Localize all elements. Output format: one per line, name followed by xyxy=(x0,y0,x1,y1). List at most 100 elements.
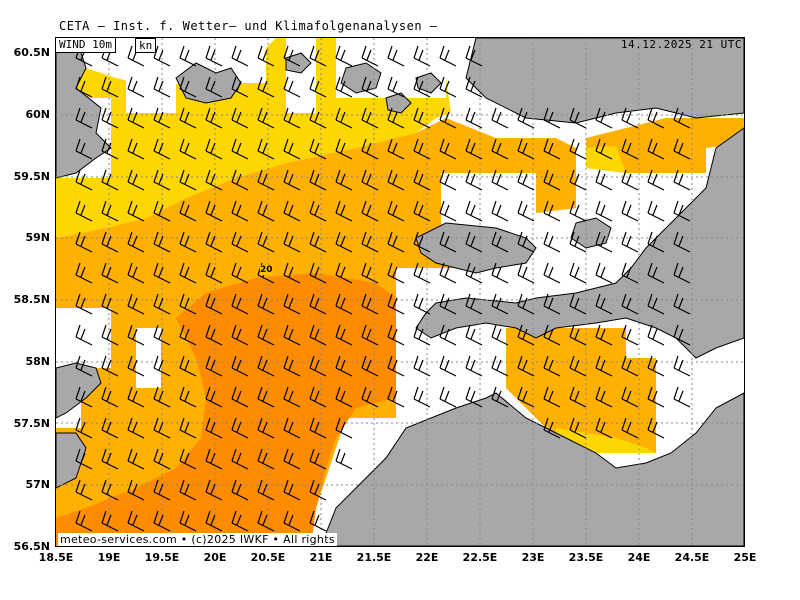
wind-barb xyxy=(127,448,145,470)
wind-barb xyxy=(465,138,483,160)
wind-barb xyxy=(179,45,197,67)
wind-barb xyxy=(231,417,249,439)
wind-barb xyxy=(257,355,275,377)
wind-barb xyxy=(569,107,587,129)
wind-barb xyxy=(179,324,197,346)
wind-barb xyxy=(205,324,223,346)
lon-label: 25E xyxy=(733,551,757,564)
contour-label: 20 xyxy=(260,265,273,275)
wind-barb xyxy=(335,138,353,160)
wind-barb xyxy=(439,107,457,129)
wind-barb xyxy=(127,479,145,501)
wind-barb xyxy=(387,231,405,253)
wind-barb xyxy=(673,324,691,346)
wind-barb xyxy=(491,138,509,160)
wind-barb xyxy=(153,262,171,284)
wind-barb xyxy=(75,231,93,253)
wind-barb xyxy=(543,231,561,253)
wind-barb xyxy=(283,45,301,67)
wind-barb xyxy=(517,293,535,315)
wind-barb xyxy=(205,510,223,532)
wind-barb xyxy=(595,138,613,160)
wind-barb xyxy=(569,231,587,253)
wind-barb xyxy=(543,417,561,439)
wind-barb xyxy=(621,386,639,408)
wind-barb xyxy=(673,138,691,160)
wind-barb xyxy=(335,386,353,408)
wind-barb xyxy=(335,448,353,470)
wind-barb xyxy=(101,169,119,191)
lon-label: 21.5E xyxy=(356,551,392,564)
wind-barb xyxy=(361,107,379,129)
wind-barb xyxy=(361,200,379,222)
wind-barb xyxy=(231,262,249,284)
archipelago-1 xyxy=(340,62,382,94)
wind-barb xyxy=(491,169,509,191)
wind-barb xyxy=(647,355,665,377)
wind-barb xyxy=(491,262,509,284)
wind-barb xyxy=(569,169,587,191)
wind-barb xyxy=(439,262,457,284)
wind-barb xyxy=(335,262,353,284)
wind-barb xyxy=(595,231,613,253)
wind-barb xyxy=(309,45,327,67)
wind-barb xyxy=(569,200,587,222)
wind-barb xyxy=(205,200,223,222)
wind-barb xyxy=(101,262,119,284)
wind-barb xyxy=(257,448,275,470)
wind-barb xyxy=(257,479,275,501)
wind-barb xyxy=(569,138,587,160)
wind-barb xyxy=(439,386,457,408)
wind-barb xyxy=(205,448,223,470)
wind-barbs xyxy=(75,45,691,532)
wind-barb xyxy=(569,417,587,439)
wind-barb xyxy=(569,386,587,408)
wind-barb xyxy=(309,107,327,129)
wind-barb xyxy=(595,324,613,346)
wind-barb xyxy=(439,355,457,377)
wind-barb xyxy=(179,200,197,222)
wind-barb xyxy=(465,262,483,284)
wind-barb xyxy=(491,293,509,315)
wind-barb xyxy=(101,107,119,129)
wind-barb xyxy=(413,169,431,191)
wind-barb xyxy=(283,448,301,470)
wind-barb xyxy=(517,200,535,222)
wind-barb xyxy=(387,138,405,160)
wind-barb xyxy=(335,324,353,346)
wind-barb xyxy=(569,293,587,315)
wind-barb xyxy=(153,138,171,160)
wind-barb xyxy=(75,262,93,284)
wind-barb xyxy=(231,138,249,160)
wind-barb xyxy=(127,510,145,532)
wind-barb xyxy=(647,417,665,439)
wind-barb xyxy=(127,262,145,284)
wind-barb xyxy=(387,386,405,408)
wind-barb xyxy=(361,324,379,346)
wind-barb xyxy=(439,45,457,67)
wind-barb xyxy=(517,107,535,129)
wind-barb xyxy=(543,200,561,222)
wind-barb xyxy=(465,76,483,98)
wind-barb xyxy=(283,479,301,501)
wind-barb xyxy=(127,324,145,346)
wind-barb xyxy=(517,138,535,160)
wind-barb xyxy=(205,355,223,377)
wind-barb xyxy=(75,107,93,129)
wind-barb xyxy=(569,324,587,346)
wind-barb xyxy=(153,386,171,408)
wind-barb xyxy=(257,45,275,67)
wind-barb xyxy=(361,293,379,315)
wind-barb xyxy=(673,355,691,377)
wind-barb xyxy=(153,76,171,98)
lat-label: 57N xyxy=(25,478,50,491)
wind-barb xyxy=(309,448,327,470)
archipelago-4 xyxy=(415,72,442,94)
lat-label: 59N xyxy=(25,231,50,244)
wind-barb xyxy=(621,107,639,129)
wind-barb xyxy=(335,417,353,439)
wind-barb xyxy=(283,510,301,532)
wind-barb xyxy=(413,138,431,160)
wind-barb xyxy=(101,479,119,501)
wind-barb xyxy=(361,262,379,284)
